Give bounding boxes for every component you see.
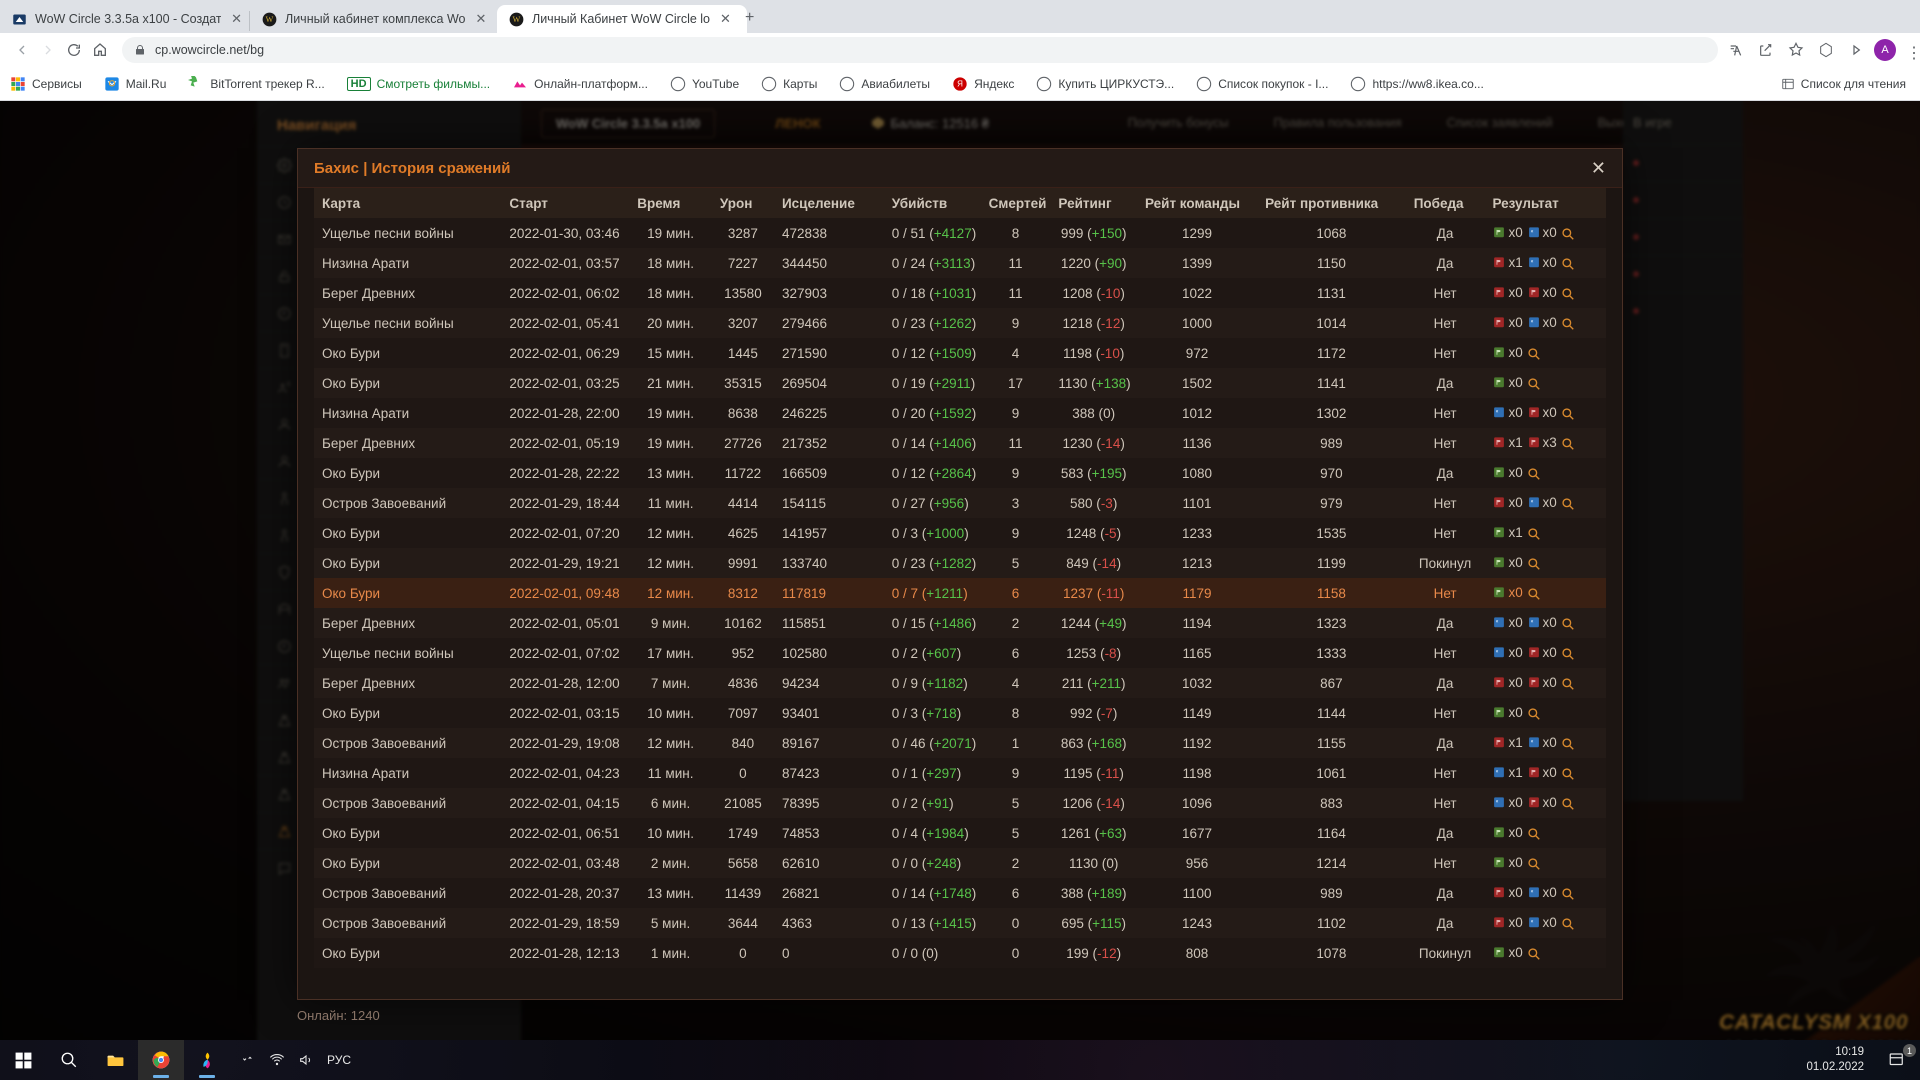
svg-text:Я: Я (957, 79, 963, 88)
svg-text:W: W (266, 15, 274, 24)
svg-text:W: W (513, 15, 521, 24)
